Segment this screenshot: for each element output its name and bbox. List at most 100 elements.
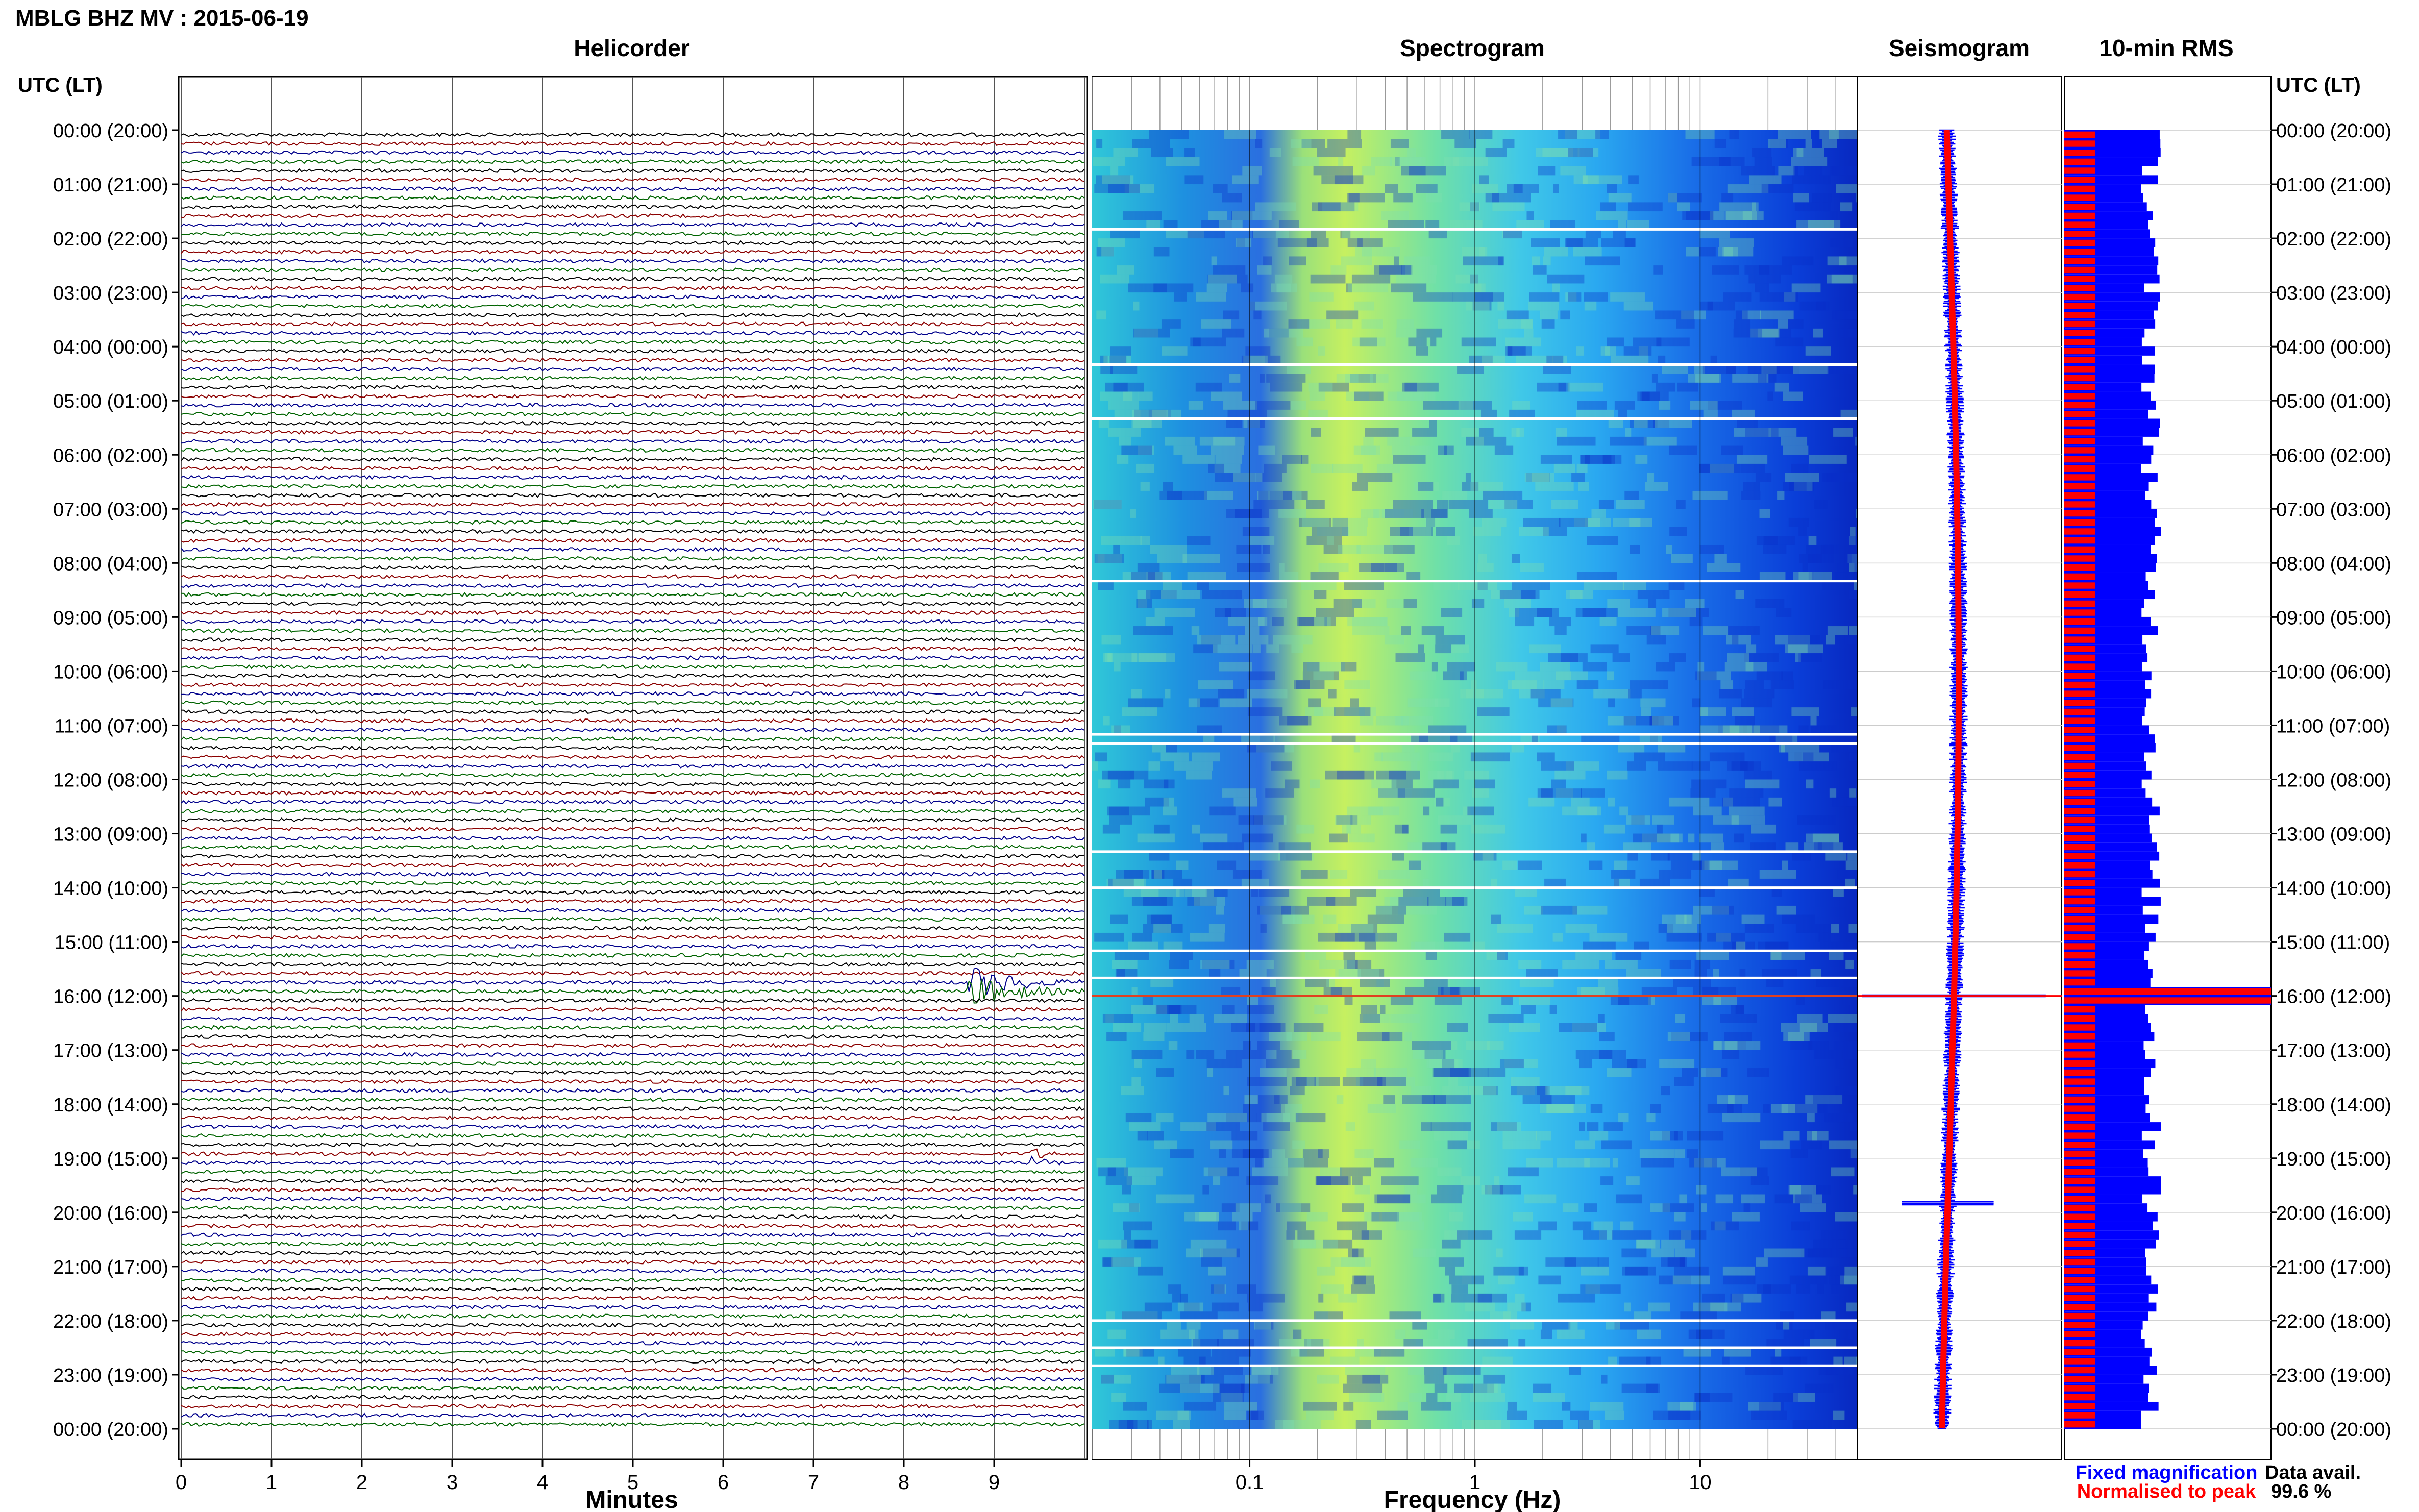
spectrogram-cell: [1710, 211, 1724, 220]
spectrogram-cell: [1701, 1068, 1721, 1077]
spectrogram-cell: [1788, 752, 1829, 762]
spectrogram-cell: [1252, 1366, 1271, 1375]
spectrogram-cell: [1467, 1339, 1508, 1348]
spectrogram-cell: [1131, 653, 1167, 662]
spectrogram-cell: [1477, 581, 1488, 590]
spectrogram-cell: [1667, 193, 1702, 203]
spectrogram-cell: [1532, 473, 1554, 482]
helicorder-trace: [181, 1079, 1085, 1084]
spectrogram-cell: [1103, 355, 1131, 365]
spectrogram-cell: [1625, 428, 1632, 437]
spectrogram-cell: [1163, 220, 1178, 230]
spectrogram-cell: [1731, 761, 1748, 771]
spectrogram-cell: [1626, 626, 1661, 635]
spectrogram-cell: [1784, 292, 1796, 302]
spectrogram-cell: [1306, 536, 1342, 545]
spectrogram-cell: [1723, 292, 1752, 302]
spectrogram-cell: [1714, 139, 1726, 148]
spectrogram-cell: [1140, 536, 1150, 545]
spectrogram-cell: [1304, 1339, 1324, 1348]
spectrogram-cell: [1350, 374, 1376, 383]
spectrogram-cell: [1312, 202, 1341, 212]
spectrogram-cell: [1460, 689, 1484, 699]
spectrogram-cell: [1338, 157, 1344, 166]
spectrogram-cell: [1715, 1194, 1734, 1204]
spectrogram-cell: [1237, 1284, 1256, 1294]
spectrogram-cell: [1113, 544, 1120, 554]
spectrogram-cell: [1280, 851, 1312, 861]
spectrogram-cell: [1450, 1068, 1489, 1077]
spectrogram-cell: [1359, 707, 1376, 716]
spectrogram-cell: [1825, 1366, 1838, 1375]
spectrogram-cell: [1735, 310, 1748, 320]
time-label: 12:00 (08:00): [2276, 770, 2391, 791]
spectrogram-cell: [1123, 391, 1133, 401]
spectrogram-cell: [1681, 310, 1706, 320]
spectrogram-cell: [1150, 914, 1172, 924]
time-label: 07:00 (03:00): [2276, 499, 2391, 520]
spectrogram-cell: [1239, 1221, 1249, 1231]
spectrogram-cell: [1699, 887, 1715, 897]
spectrogram-cell: [1514, 1230, 1542, 1240]
spectrogram-cell: [1688, 374, 1719, 383]
rms-normalised-bar: [2064, 140, 2095, 147]
spectrogram-cell: [1558, 130, 1577, 139]
spectrogram-cell: [1248, 671, 1275, 681]
spectrogram-cell: [1160, 752, 1189, 762]
spectrogram-cell: [1825, 851, 1847, 861]
spectrogram-cell: [1599, 1050, 1626, 1059]
spectrogram-cell: [1451, 644, 1469, 654]
spectrogram-cell: [1255, 1320, 1274, 1330]
spectrogram-cell: [1191, 1339, 1201, 1348]
spectrogram-cell: [1222, 788, 1256, 798]
spectrogram-cell: [1150, 870, 1182, 879]
spectrogram-cell: [1793, 148, 1804, 158]
spectrogram-cell: [1724, 1032, 1752, 1042]
rms-normalised-bar: [2064, 384, 2095, 390]
spectrogram-cell: [1650, 734, 1659, 743]
spectrogram-cell: [1693, 1302, 1728, 1312]
spectrogram-cell: [1221, 1393, 1243, 1402]
rms-normalised-bar: [2064, 925, 2095, 932]
spectrogram-cell: [1532, 1393, 1565, 1402]
rms-normalised-bar: [2064, 258, 2095, 264]
helicorder-trace: [181, 944, 1085, 949]
spectrogram-cell: [1266, 374, 1306, 383]
spectrogram-cell: [1441, 130, 1470, 139]
spectrogram-cell: [1179, 1383, 1220, 1393]
spectrogram-cell: [1133, 626, 1173, 635]
spectrogram-cell: [1166, 229, 1204, 239]
spectrogram-cell: [1229, 374, 1241, 383]
helicorder-trace: [181, 772, 1085, 778]
spectrogram-cell: [1658, 761, 1693, 771]
time-label: 18:00 (14:00): [53, 1095, 168, 1116]
spectrogram-cell: [1218, 1221, 1236, 1231]
spectrogram-cell: [1482, 355, 1505, 365]
spectrogram-cell: [1583, 941, 1616, 951]
spectrogram-cell: [1759, 265, 1792, 275]
spectrogram-cell: [1107, 653, 1113, 662]
spectrogram-cell: [1518, 1339, 1526, 1348]
spectrogram-cell: [1747, 364, 1780, 374]
spectrogram-cell: [1356, 1077, 1364, 1086]
spectrogram-cell: [1342, 1077, 1383, 1086]
rms-normalised-bar: [2064, 591, 2095, 598]
spectrogram-cell: [1694, 969, 1707, 978]
spectrogram-cell: [1387, 436, 1410, 446]
spectrogram-cell: [1791, 157, 1828, 166]
rms-normalised-bar: [2064, 1042, 2095, 1049]
spectrogram-cell: [1659, 870, 1692, 879]
spectrogram-cell: [1775, 734, 1798, 743]
spectrogram-cell: [1817, 842, 1834, 852]
spectrogram-cell: [1475, 283, 1486, 293]
spectrogram-cell: [1662, 1131, 1678, 1141]
spectrogram-cell: [1593, 1221, 1613, 1231]
spectrogram-cell: [1395, 653, 1425, 662]
spectrogram-cell: [1109, 815, 1132, 825]
spectrogram-cell: [1519, 978, 1554, 987]
spectrogram-cell: [1257, 1095, 1280, 1104]
spectrogram-cell: [1813, 1239, 1846, 1249]
spectrogram-cell: [1381, 509, 1413, 518]
spectrogram-cell: [1502, 139, 1515, 148]
spectrogram-cell: [1850, 527, 1856, 536]
